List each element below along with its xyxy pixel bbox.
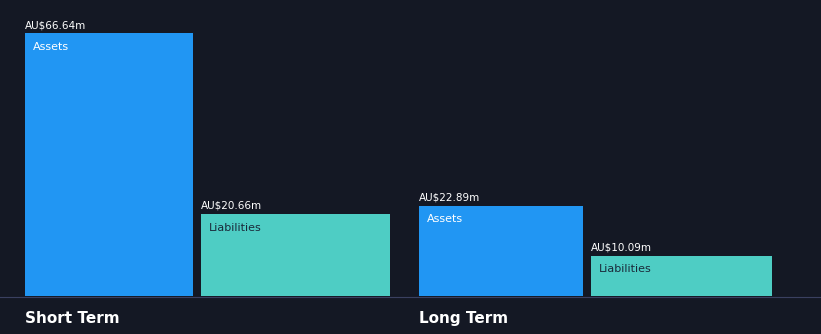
Text: AU$20.66m: AU$20.66m <box>201 201 262 211</box>
Text: Liabilities: Liabilities <box>209 223 262 233</box>
Text: AU$22.89m: AU$22.89m <box>419 192 480 202</box>
Text: Liabilities: Liabilities <box>599 264 652 274</box>
Text: Long Term: Long Term <box>419 312 508 326</box>
Bar <box>419 205 583 296</box>
Bar <box>25 33 193 296</box>
Text: Assets: Assets <box>427 214 463 224</box>
Text: Assets: Assets <box>33 42 69 52</box>
Bar <box>201 214 390 296</box>
Text: AU$10.09m: AU$10.09m <box>591 242 652 253</box>
Text: Short Term: Short Term <box>25 312 119 326</box>
Bar <box>591 256 772 296</box>
Text: AU$66.64m: AU$66.64m <box>25 20 86 30</box>
